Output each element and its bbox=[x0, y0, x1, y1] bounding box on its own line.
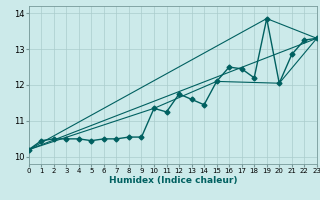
X-axis label: Humidex (Indice chaleur): Humidex (Indice chaleur) bbox=[108, 176, 237, 185]
